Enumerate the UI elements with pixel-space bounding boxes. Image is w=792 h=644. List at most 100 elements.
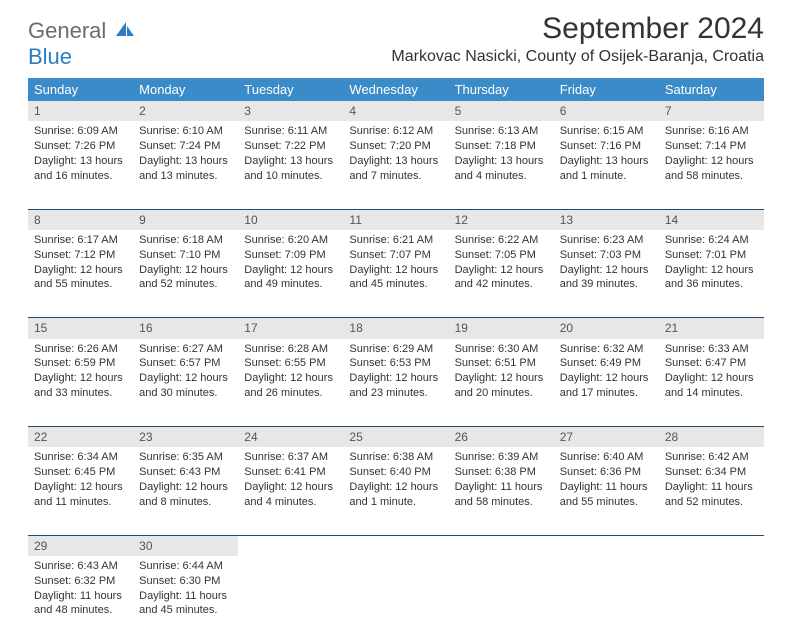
sunrise-text: Sunrise: 6:13 AM <box>455 124 548 139</box>
daylight-text: Daylight: 12 hours <box>665 263 758 278</box>
weekday-header: Friday <box>554 78 659 101</box>
day-content-cell: Sunrise: 6:43 AMSunset: 6:32 PMDaylight:… <box>28 556 133 644</box>
day-content-cell: Sunrise: 6:39 AMSunset: 6:38 PMDaylight:… <box>449 447 554 535</box>
day-number-cell: 24 <box>238 427 343 448</box>
daylight-text: and 16 minutes. <box>34 169 127 184</box>
day-number-row: 2930 <box>28 535 764 556</box>
day-number-cell: 20 <box>554 318 659 339</box>
daylight-text: Daylight: 12 hours <box>34 263 127 278</box>
day-number-cell: 23 <box>133 427 238 448</box>
brand-part1: General <box>28 18 106 43</box>
day-number-cell: 25 <box>343 427 448 448</box>
daylight-text: Daylight: 11 hours <box>139 589 232 604</box>
day-content-cell <box>659 556 764 644</box>
daylight-text: Daylight: 11 hours <box>34 589 127 604</box>
day-number-cell: 12 <box>449 209 554 230</box>
sunrise-text: Sunrise: 6:11 AM <box>244 124 337 139</box>
sunrise-text: Sunrise: 6:42 AM <box>665 450 758 465</box>
daylight-text: and 39 minutes. <box>560 277 653 292</box>
sunset-text: Sunset: 7:09 PM <box>244 248 337 263</box>
day-content-cell: Sunrise: 6:37 AMSunset: 6:41 PMDaylight:… <box>238 447 343 535</box>
sunrise-text: Sunrise: 6:30 AM <box>455 342 548 357</box>
sunset-text: Sunset: 6:40 PM <box>349 465 442 480</box>
daylight-text: Daylight: 12 hours <box>139 371 232 386</box>
day-content-cell: Sunrise: 6:24 AMSunset: 7:01 PMDaylight:… <box>659 230 764 318</box>
daylight-text: and 1 minute. <box>349 495 442 510</box>
day-number-cell: 6 <box>554 101 659 121</box>
day-number-cell: 21 <box>659 318 764 339</box>
sunset-text: Sunset: 7:01 PM <box>665 248 758 263</box>
logo-sail-icon <box>116 22 136 38</box>
daylight-text: and 55 minutes. <box>560 495 653 510</box>
daylight-text: and 14 minutes. <box>665 386 758 401</box>
daylight-text: Daylight: 12 hours <box>34 371 127 386</box>
day-content-cell: Sunrise: 6:30 AMSunset: 6:51 PMDaylight:… <box>449 339 554 427</box>
day-number-row: 1234567 <box>28 101 764 121</box>
daylight-text: and 33 minutes. <box>34 386 127 401</box>
day-number-cell <box>343 535 448 556</box>
day-content-cell: Sunrise: 6:11 AMSunset: 7:22 PMDaylight:… <box>238 121 343 209</box>
sunrise-text: Sunrise: 6:27 AM <box>139 342 232 357</box>
daylight-text: and 4 minutes. <box>455 169 548 184</box>
sunrise-text: Sunrise: 6:29 AM <box>349 342 442 357</box>
daylight-text: and 36 minutes. <box>665 277 758 292</box>
day-content-cell: Sunrise: 6:09 AMSunset: 7:26 PMDaylight:… <box>28 121 133 209</box>
day-number-cell <box>238 535 343 556</box>
daylight-text: Daylight: 12 hours <box>34 480 127 495</box>
daylight-text: Daylight: 12 hours <box>349 263 442 278</box>
sunrise-text: Sunrise: 6:22 AM <box>455 233 548 248</box>
day-number-cell: 4 <box>343 101 448 121</box>
sunset-text: Sunset: 7:03 PM <box>560 248 653 263</box>
day-number-cell <box>554 535 659 556</box>
day-content-cell: Sunrise: 6:27 AMSunset: 6:57 PMDaylight:… <box>133 339 238 427</box>
day-number-cell: 1 <box>28 101 133 121</box>
daylight-text: Daylight: 12 hours <box>560 263 653 278</box>
sunset-text: Sunset: 6:36 PM <box>560 465 653 480</box>
daylight-text: Daylight: 12 hours <box>244 263 337 278</box>
sunset-text: Sunset: 6:32 PM <box>34 574 127 589</box>
sunset-text: Sunset: 6:49 PM <box>560 356 653 371</box>
day-content-cell: Sunrise: 6:32 AMSunset: 6:49 PMDaylight:… <box>554 339 659 427</box>
sunset-text: Sunset: 7:24 PM <box>139 139 232 154</box>
daylight-text: and 4 minutes. <box>244 495 337 510</box>
day-number-cell: 8 <box>28 209 133 230</box>
daylight-text: and 48 minutes. <box>34 603 127 618</box>
sunrise-text: Sunrise: 6:16 AM <box>665 124 758 139</box>
sunrise-text: Sunrise: 6:37 AM <box>244 450 337 465</box>
weekday-header: Monday <box>133 78 238 101</box>
day-content-row: Sunrise: 6:34 AMSunset: 6:45 PMDaylight:… <box>28 447 764 535</box>
day-number-cell: 29 <box>28 535 133 556</box>
sunrise-text: Sunrise: 6:28 AM <box>244 342 337 357</box>
weekday-header: Wednesday <box>343 78 448 101</box>
sunset-text: Sunset: 7:12 PM <box>34 248 127 263</box>
day-content-cell: Sunrise: 6:10 AMSunset: 7:24 PMDaylight:… <box>133 121 238 209</box>
sunrise-text: Sunrise: 6:12 AM <box>349 124 442 139</box>
daylight-text: Daylight: 12 hours <box>139 263 232 278</box>
daylight-text: Daylight: 12 hours <box>665 154 758 169</box>
daylight-text: Daylight: 13 hours <box>560 154 653 169</box>
sunset-text: Sunset: 6:38 PM <box>455 465 548 480</box>
day-content-cell: Sunrise: 6:20 AMSunset: 7:09 PMDaylight:… <box>238 230 343 318</box>
daylight-text: Daylight: 12 hours <box>455 371 548 386</box>
sunrise-text: Sunrise: 6:34 AM <box>34 450 127 465</box>
title-block: September 2024 Markovac Nasicki, County … <box>391 12 764 66</box>
weekday-header: Saturday <box>659 78 764 101</box>
page-header: General Blue September 2024 Markovac Nas… <box>28 12 764 70</box>
brand-logo: General Blue <box>28 12 136 70</box>
day-number-cell: 18 <box>343 318 448 339</box>
sunrise-text: Sunrise: 6:17 AM <box>34 233 127 248</box>
day-number-cell: 14 <box>659 209 764 230</box>
sunrise-text: Sunrise: 6:38 AM <box>349 450 442 465</box>
sunset-text: Sunset: 6:53 PM <box>349 356 442 371</box>
day-content-cell: Sunrise: 6:15 AMSunset: 7:16 PMDaylight:… <box>554 121 659 209</box>
sunset-text: Sunset: 6:57 PM <box>139 356 232 371</box>
day-number-cell: 19 <box>449 318 554 339</box>
daylight-text: and 11 minutes. <box>34 495 127 510</box>
sunset-text: Sunset: 7:18 PM <box>455 139 548 154</box>
day-content-cell <box>449 556 554 644</box>
day-content-cell <box>238 556 343 644</box>
day-content-cell: Sunrise: 6:26 AMSunset: 6:59 PMDaylight:… <box>28 339 133 427</box>
day-content-cell: Sunrise: 6:16 AMSunset: 7:14 PMDaylight:… <box>659 121 764 209</box>
weekday-header-row: Sunday Monday Tuesday Wednesday Thursday… <box>28 78 764 101</box>
sunrise-text: Sunrise: 6:44 AM <box>139 559 232 574</box>
